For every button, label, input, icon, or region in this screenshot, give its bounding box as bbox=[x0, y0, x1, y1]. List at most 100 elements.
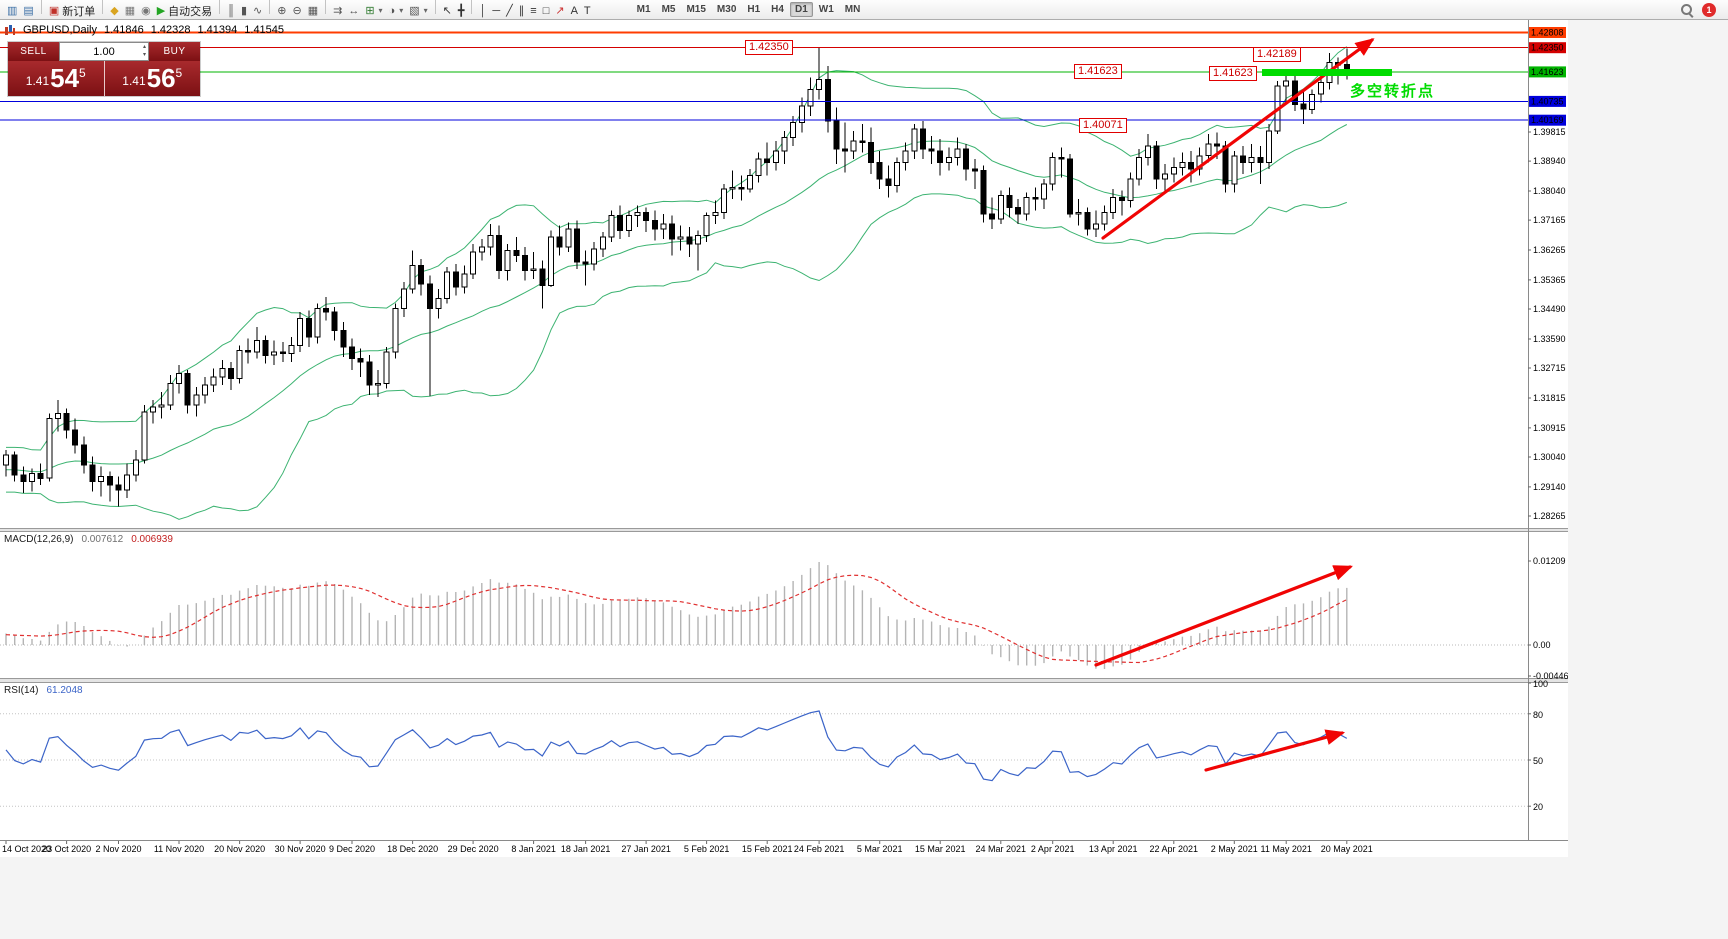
auto-scroll-button[interactable]: ⇉ bbox=[330, 2, 345, 20]
periods-button-caret-icon[interactable]: ▾ bbox=[399, 6, 404, 15]
label-tool-button-icon: T bbox=[583, 4, 591, 17]
volume-stepper[interactable]: ▴ ▾ bbox=[143, 43, 146, 59]
periods-button[interactable]: ◑ ▾ bbox=[386, 2, 407, 20]
timeframe-m30-button[interactable]: M30 bbox=[716, 4, 737, 15]
new-chart-button-icon: ▥ bbox=[7, 4, 18, 17]
zoom-out-button-icon: ⊖ bbox=[292, 4, 302, 17]
sell-label[interactable]: SELL bbox=[8, 42, 59, 61]
trendline-tool-button-icon: ╱ bbox=[506, 4, 513, 17]
line-chart-button[interactable]: ∿ bbox=[250, 2, 265, 20]
new-order-button[interactable]: ▣ 新订单 bbox=[46, 2, 98, 20]
search-icon[interactable] bbox=[1680, 3, 1694, 17]
rsi-scale-label: 20 bbox=[1533, 802, 1543, 812]
trend-arrow-macd[interactable] bbox=[1094, 565, 1353, 667]
cursor-tool-button[interactable]: ↖ bbox=[440, 2, 455, 20]
price-scale[interactable]: 1.39815 1.38940 1.38040 1.37165 1.36265 1.353… bbox=[1528, 27, 1566, 521]
timeframe-m1-button[interactable]: M1 bbox=[636, 4, 651, 15]
panel-separators[interactable] bbox=[0, 20, 1568, 841]
buy-label[interactable]: BUY bbox=[149, 42, 200, 61]
chart-shift-button-icon: ↔ bbox=[348, 4, 360, 17]
candlestick-chart-button-icon: ▮ bbox=[240, 4, 248, 17]
tile-windows-button[interactable]: ▦ bbox=[305, 2, 321, 20]
arrows-tool-button[interactable]: ↗ bbox=[552, 2, 567, 20]
macd-scale-label: 0.00 bbox=[1533, 640, 1551, 650]
new-chart-button[interactable]: ▥ bbox=[4, 2, 20, 20]
candlestick-chart-button[interactable]: ▮ bbox=[238, 2, 250, 20]
zoom-in-button[interactable]: ⊕ bbox=[274, 2, 289, 20]
zoom-in-button-icon: ⊕ bbox=[277, 4, 287, 17]
rsi-scale-label: 50 bbox=[1533, 756, 1543, 766]
shapes-tool-button[interactable]: □ bbox=[540, 2, 553, 20]
trend-arrow-rsi[interactable] bbox=[1204, 729, 1346, 772]
date-label: 8 Jan 2021 bbox=[511, 844, 556, 854]
rsi-scale-label: 80 bbox=[1533, 710, 1543, 720]
tile-windows-button-icon: ▦ bbox=[307, 4, 319, 17]
new-order-button-icon: ▣ bbox=[48, 4, 60, 17]
toolbar-separator bbox=[471, 0, 473, 14]
price-tick-label: 1.31815 bbox=[1533, 393, 1566, 403]
crosshair-tool-button[interactable]: ╋ bbox=[455, 2, 468, 20]
sell-button[interactable]: 1.41 54 5 bbox=[8, 61, 104, 96]
rsi-label: RSI(14) 61.2048 bbox=[4, 685, 83, 696]
templates-button-caret-icon[interactable]: ▾ bbox=[423, 6, 428, 15]
bollinger-middle-band bbox=[6, 124, 1348, 473]
price-tick-label: 1.29140 bbox=[1533, 482, 1566, 492]
trade-panel-top-row: SELL 1.00 ▴ ▾ BUY bbox=[8, 42, 200, 61]
macd-label: MACD(12,26,9) 0.007612 0.006939 bbox=[4, 534, 173, 545]
bar-chart-button-icon: ║ bbox=[227, 4, 235, 17]
fibonacci-tool-button[interactable]: ≡ bbox=[527, 2, 539, 20]
date-label: 11 Nov 2020 bbox=[154, 844, 204, 854]
price-tick-label: 1.28265 bbox=[1533, 511, 1566, 521]
line-chart-button-icon: ∿ bbox=[253, 4, 263, 17]
chart-shift-button[interactable]: ↔ bbox=[345, 2, 362, 20]
label-tool-button[interactable]: T bbox=[581, 2, 594, 20]
timeframe-m5-button[interactable]: M5 bbox=[661, 4, 676, 15]
templates-button[interactable]: ▧ ▾ bbox=[406, 2, 430, 20]
zoom-out-button[interactable]: ⊖ bbox=[289, 2, 304, 20]
horizontal-line-tool-button[interactable]: ─ bbox=[489, 2, 503, 20]
arrows-tool-button-icon: ↗ bbox=[555, 4, 565, 17]
price-marker-label: 1.42808 bbox=[1531, 28, 1564, 38]
timeframe-w1-button[interactable]: W1 bbox=[818, 4, 834, 15]
price-tick-label: 1.38940 bbox=[1533, 156, 1566, 166]
notification-badge[interactable]: 1 bbox=[1702, 2, 1716, 17]
volume-down-button[interactable]: ▾ bbox=[142, 52, 146, 58]
buy-button[interactable]: 1.41 56 5 bbox=[105, 61, 201, 96]
metaeditor-button[interactable]: ◆ bbox=[107, 2, 121, 20]
timeframe-m15-button[interactable]: M15 bbox=[686, 4, 706, 15]
bar-chart-button[interactable]: ║ bbox=[224, 2, 238, 20]
indicators-button[interactable]: ⊞ ▾ bbox=[362, 2, 385, 20]
timeframe-h4-button[interactable]: H4 bbox=[771, 4, 784, 15]
timeframe-h1-button[interactable]: H1 bbox=[747, 4, 761, 15]
volume-up-button[interactable]: ▴ bbox=[142, 44, 146, 50]
text-tool-button[interactable]: A bbox=[568, 2, 581, 20]
history-center-button-icon: ▦ bbox=[124, 4, 136, 17]
toolbar-separator bbox=[325, 0, 327, 14]
rsi-line bbox=[5, 710, 1348, 782]
new-order-button-label: 新订单 bbox=[62, 5, 96, 18]
chart-canvas[interactable]: 1.39815 1.38940 1.38040 1.37165 1.36265 1.353… bbox=[0, 20, 1568, 857]
alerts-button[interactable]: ◉ bbox=[138, 2, 154, 20]
date-label: 15 Feb 2021 bbox=[742, 844, 793, 854]
history-center-button[interactable]: ▦ bbox=[122, 2, 138, 20]
chart-header: GBPUSD,Daily 1.41846 1.42328 1.41394 1.4… bbox=[4, 24, 284, 36]
autotrading-button[interactable]: ▶ 自动交易 bbox=[154, 2, 215, 20]
volume-field[interactable]: 1.00 ▴ ▾ bbox=[59, 42, 149, 61]
candlestick-series bbox=[3, 47, 1350, 507]
macd-scale-label: 0.01209 bbox=[1533, 556, 1566, 566]
alerts-button-icon: ◉ bbox=[141, 4, 151, 17]
ohlc-close: 1.41545 bbox=[244, 24, 285, 36]
profiles-button[interactable]: ▤ bbox=[20, 2, 36, 20]
trendline-tool-button[interactable]: ╱ bbox=[503, 2, 516, 20]
sell-price-prefix: 1.41 bbox=[25, 74, 50, 88]
timeframe-d1-button[interactable]: D1 bbox=[789, 2, 813, 17]
indicators-button-caret-icon[interactable]: ▾ bbox=[378, 6, 383, 15]
vertical-line-tool-button[interactable]: │ bbox=[476, 2, 489, 20]
volume-value[interactable]: 1.00 bbox=[93, 45, 115, 58]
date-label: 30 Nov 2020 bbox=[275, 844, 326, 854]
channel-tool-button[interactable]: ∥ bbox=[516, 2, 528, 20]
timeframe-mn-button[interactable]: MN bbox=[844, 4, 861, 15]
